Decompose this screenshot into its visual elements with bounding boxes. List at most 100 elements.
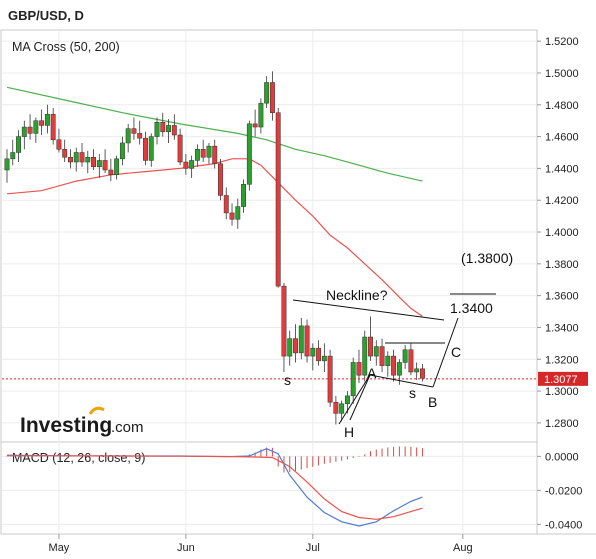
neckline-label: Neckline? xyxy=(326,287,388,303)
candle-body xyxy=(316,347,322,362)
candle-body xyxy=(166,125,172,133)
point-c-label: C xyxy=(451,344,461,360)
macd-label: MACD (12, 26, close, 9) xyxy=(12,451,145,465)
head-leg-right xyxy=(349,374,371,421)
time-tick-label: Jun xyxy=(177,542,195,554)
price-tick-label: 1.5200 xyxy=(545,36,579,48)
candle-body xyxy=(200,149,206,158)
candle-body xyxy=(206,145,212,158)
candle-body xyxy=(223,195,229,214)
price-tick-label: 1.3600 xyxy=(545,291,579,303)
candle-body xyxy=(246,123,252,185)
candle-body xyxy=(281,285,287,357)
candle-body xyxy=(298,325,304,354)
chart-title: GBP/USD, D xyxy=(8,8,84,23)
candle-body xyxy=(189,160,195,169)
candle xyxy=(206,142,212,164)
price-tick-label: 1.4600 xyxy=(545,132,579,144)
candle xyxy=(212,139,218,169)
candle xyxy=(246,120,252,191)
price-tick-label: 1.2800 xyxy=(545,418,579,430)
left-shoulder-label: s xyxy=(284,372,291,388)
candle xyxy=(96,154,102,178)
candle-body xyxy=(91,157,96,168)
candle-body xyxy=(241,184,247,207)
candle-body xyxy=(310,347,316,357)
candle-body xyxy=(154,122,160,137)
candle xyxy=(21,120,27,150)
candle-body xyxy=(235,206,241,220)
candle-body xyxy=(212,145,218,164)
candle-body xyxy=(339,403,345,414)
candle xyxy=(4,149,10,183)
macd-tick-label: -0.0200 xyxy=(545,485,582,497)
candle-body xyxy=(44,114,50,126)
candle xyxy=(119,136,125,166)
candle xyxy=(408,343,414,376)
last-price-badge xyxy=(538,371,588,386)
candle xyxy=(68,149,73,169)
candle xyxy=(293,324,298,363)
candle-body xyxy=(50,114,56,141)
candle xyxy=(275,107,281,288)
candle xyxy=(44,104,50,134)
candle xyxy=(137,120,143,145)
candle-body xyxy=(258,102,264,128)
candle xyxy=(194,144,200,167)
candle-body xyxy=(391,355,397,376)
candle xyxy=(16,130,21,163)
candle xyxy=(241,179,247,213)
candle-body xyxy=(102,160,108,171)
macd-tick-label: -0.0400 xyxy=(545,519,582,531)
time-tick-label: Jul xyxy=(306,542,320,554)
candle-body xyxy=(408,349,414,373)
time-axis: May Jun Jul Aug xyxy=(49,534,473,554)
candle-body xyxy=(304,325,310,357)
candle-body xyxy=(333,401,339,414)
ma-200-line xyxy=(6,86,423,182)
candle xyxy=(39,109,45,135)
candle xyxy=(27,114,33,140)
candle-body xyxy=(160,122,166,133)
candle xyxy=(131,117,137,140)
candle xyxy=(333,395,339,425)
candle xyxy=(379,338,385,373)
price-tick-label: 1.5000 xyxy=(545,68,579,80)
candle-body xyxy=(171,125,177,136)
candle xyxy=(200,139,206,163)
candle-body xyxy=(62,149,68,158)
candle-body xyxy=(396,362,402,376)
price-tick-label: 1.3000 xyxy=(545,386,579,398)
candlesticks xyxy=(4,71,425,425)
target-high-label: (1.3800) xyxy=(461,250,513,266)
candle xyxy=(235,198,241,229)
candle xyxy=(160,112,166,137)
ma-cross-label: MA Cross (50, 200) xyxy=(12,40,120,54)
projection-line xyxy=(432,317,459,388)
candle-body xyxy=(287,338,293,357)
candle xyxy=(79,142,85,167)
candle xyxy=(91,149,96,170)
candle-body xyxy=(16,136,21,153)
candle-body xyxy=(108,169,114,176)
candle xyxy=(298,317,304,360)
candle-body xyxy=(119,142,125,160)
candle-body xyxy=(264,82,270,104)
candle-body xyxy=(252,123,258,128)
brand-name: Investing xyxy=(20,414,112,437)
candle xyxy=(391,349,397,382)
candle-body xyxy=(56,139,62,150)
candle xyxy=(373,340,379,366)
brand-swoosh-icon xyxy=(88,406,105,415)
last-price-label: 1.3077 xyxy=(544,374,578,386)
candle-body xyxy=(39,120,45,126)
candle-body xyxy=(114,158,120,176)
brand-suffix: .com xyxy=(111,419,144,436)
candle-body xyxy=(68,157,73,163)
candle-body xyxy=(79,152,85,163)
candle xyxy=(229,203,235,226)
candle xyxy=(304,319,310,363)
macd-tick-label: 0.0000 xyxy=(545,451,579,463)
candle-body xyxy=(96,160,102,168)
